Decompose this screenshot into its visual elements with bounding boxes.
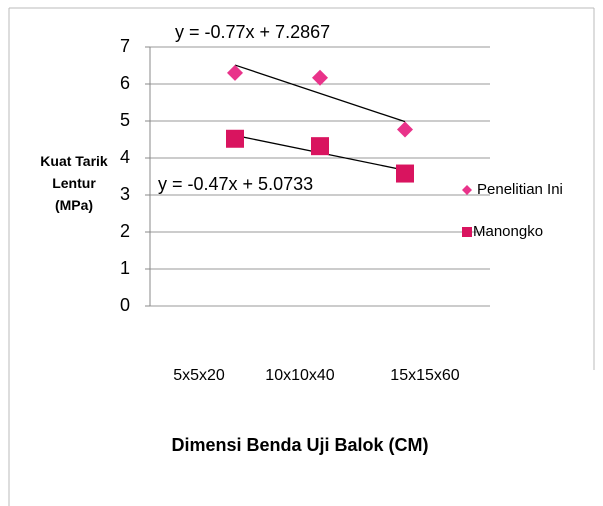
y-axis-label: Kuat Tarik Lentur (MPa) — [40, 153, 108, 213]
y-tick-label: 4 — [120, 147, 130, 167]
point — [396, 164, 414, 183]
legend-label: Manongko — [473, 223, 543, 240]
y-tick-label: 5 — [120, 110, 130, 130]
point — [312, 69, 328, 86]
y-tick-label: 2 — [120, 221, 130, 241]
x-axis-label: Dimensi Benda Uji Balok (CM) — [171, 435, 428, 455]
y-tick-label: 1 — [120, 258, 130, 278]
x-tick-label: 5x5x20 — [173, 367, 225, 384]
point — [397, 121, 413, 138]
y-tick-label: 7 — [120, 36, 130, 56]
trendline-label: y = -0.77x + 7.2867 — [175, 22, 330, 42]
point — [311, 137, 329, 156]
legend-marker — [462, 227, 472, 237]
x-tick-label: 10x10x40 — [265, 367, 334, 384]
legend-marker — [462, 185, 472, 195]
y-tick-label: 3 — [120, 184, 130, 204]
point — [227, 64, 243, 81]
point — [226, 129, 244, 148]
trendline — [234, 64, 406, 123]
y-tick-label: 0 — [120, 295, 130, 315]
trendline-label: y = -0.47x + 5.0733 — [158, 174, 313, 194]
y-tick-label: 6 — [120, 73, 130, 93]
legend-label: Penelitian Ini — [477, 181, 563, 198]
x-tick-label: 15x15x60 — [390, 367, 459, 384]
